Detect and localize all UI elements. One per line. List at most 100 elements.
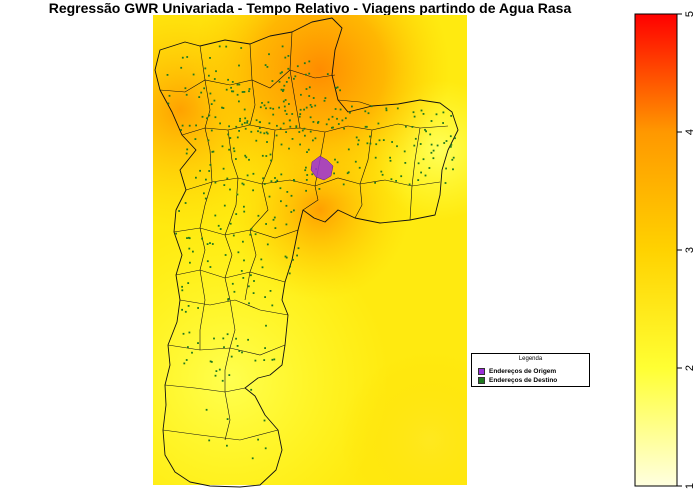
destination-point <box>347 171 350 174</box>
destination-point <box>236 193 239 196</box>
legend-item-destination: Endereços de Destino <box>478 376 557 384</box>
destination-point <box>187 305 190 307</box>
destination-point <box>235 158 237 160</box>
destination-point <box>209 266 212 268</box>
destination-point <box>305 106 308 109</box>
destination-point <box>182 332 185 335</box>
destination-point <box>226 177 229 180</box>
destination-point <box>255 139 258 142</box>
destination-point <box>214 181 217 184</box>
destination-point <box>334 108 337 110</box>
destination-point <box>303 62 306 65</box>
destination-point <box>443 142 446 144</box>
destination-point <box>194 138 197 140</box>
destination-point <box>252 292 255 294</box>
destination-point <box>264 347 266 349</box>
destination-point <box>214 116 217 119</box>
destination-point <box>227 133 230 136</box>
destination-point <box>263 359 266 361</box>
destination-point <box>378 139 381 142</box>
destination-point <box>230 86 232 89</box>
destination-point <box>274 177 276 179</box>
destination-point <box>244 154 247 157</box>
destination-point <box>213 78 216 80</box>
destination-point <box>389 156 391 159</box>
destination-point <box>243 91 246 93</box>
destination-point <box>375 143 378 146</box>
destination-point <box>297 247 300 250</box>
destination-point <box>240 270 243 272</box>
destination-point <box>259 121 261 124</box>
destination-point <box>250 274 252 277</box>
destination-point <box>263 419 266 422</box>
destination-point <box>235 125 238 128</box>
destination-point <box>228 125 230 128</box>
color-scale-bar <box>634 13 678 487</box>
destination-point <box>248 123 251 126</box>
destination-point <box>285 223 288 226</box>
legend-origin-label: Endereços de Origem <box>489 367 557 375</box>
destination-point <box>308 72 311 75</box>
destination-point <box>218 368 221 371</box>
destination-point <box>364 110 367 113</box>
destination-point <box>323 99 326 102</box>
destination-point <box>442 122 444 124</box>
destination-point <box>260 258 263 261</box>
destination-point <box>271 80 274 82</box>
destination-point <box>238 350 241 352</box>
destination-point <box>247 338 249 341</box>
destination-point <box>270 159 272 162</box>
destination-point <box>309 116 312 119</box>
destination-point <box>411 126 414 128</box>
destination-point <box>432 157 435 160</box>
destination-point <box>287 67 290 70</box>
destination-point <box>284 255 287 258</box>
destination-point <box>204 67 207 70</box>
destination-point <box>244 117 247 120</box>
destination-point <box>336 117 338 120</box>
destination-point <box>295 125 298 128</box>
destination-point <box>208 74 210 77</box>
destination-point <box>305 189 307 192</box>
interpolated-surface <box>153 15 467 485</box>
destination-point <box>185 152 188 155</box>
destination-point <box>430 120 433 122</box>
destination-point <box>395 180 397 182</box>
destination-point <box>420 171 422 174</box>
destination-point <box>266 66 269 68</box>
destination-point <box>279 127 282 130</box>
destination-point <box>366 142 369 145</box>
destination-point <box>275 134 278 137</box>
destination-point <box>336 161 339 164</box>
destination-point <box>221 106 223 109</box>
destination-point <box>346 172 349 175</box>
destination-point <box>250 130 253 133</box>
destination-point <box>246 174 249 177</box>
destination-point <box>287 55 290 57</box>
destination-point <box>419 143 422 145</box>
destination-point <box>239 117 241 120</box>
destination-point <box>354 160 357 163</box>
destination-point <box>238 100 240 103</box>
destination-point <box>293 180 296 182</box>
destination-point <box>280 173 283 176</box>
destination-point <box>334 158 336 161</box>
destination-point <box>280 143 283 146</box>
destination-point <box>285 256 288 259</box>
destination-point <box>303 127 306 130</box>
destination-point <box>296 65 299 68</box>
destination-point <box>380 170 383 173</box>
destination-point <box>185 359 188 361</box>
destination-point <box>231 282 234 285</box>
destination-point <box>347 148 350 151</box>
destination-point <box>281 45 284 48</box>
scale-tick-label: 5 <box>684 11 696 17</box>
destination-point <box>452 168 454 171</box>
destination-point <box>400 175 403 178</box>
destination-point <box>343 127 345 130</box>
destination-point <box>304 134 306 137</box>
destination-point <box>299 108 302 111</box>
destination-point <box>339 89 341 92</box>
destination-point <box>167 102 170 105</box>
destination-point <box>273 216 276 219</box>
